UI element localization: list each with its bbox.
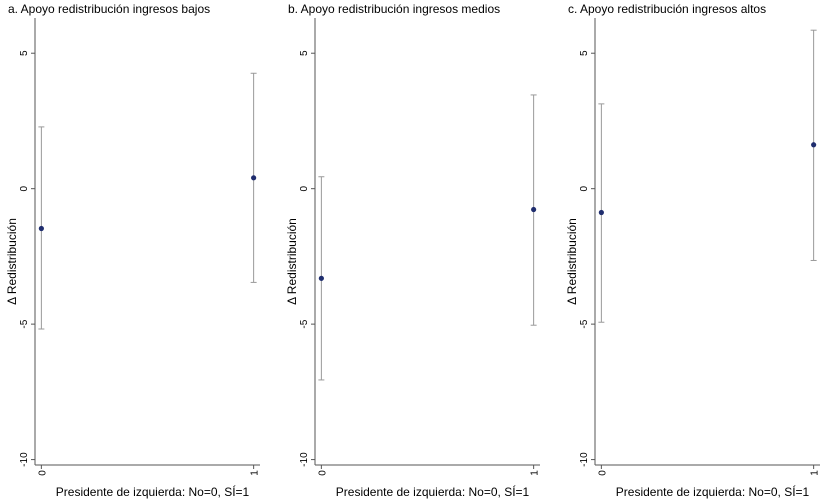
point: [38, 225, 44, 232]
y-tick-label: 5: [579, 50, 590, 56]
y-tick-label: 0: [19, 185, 30, 191]
point: [318, 275, 324, 281]
point: [598, 209, 604, 216]
x-tick-label: 1: [530, 470, 541, 476]
y-tick-label: -10: [19, 452, 30, 467]
y-tick-label: 0: [579, 185, 590, 191]
y-tick-label: -10: [579, 452, 590, 467]
point: [811, 142, 817, 148]
y-tick-label: 5: [19, 50, 30, 56]
x-axis-title: Presidente de izquierda: No=0, SÍ=1: [616, 484, 810, 499]
point: [251, 175, 257, 181]
x-tick-label: 0: [317, 470, 328, 476]
y-tick-label: 5: [299, 50, 310, 56]
y-axis-title: Δ Redistribución: [565, 218, 579, 305]
panel-title: b. Apoyo redistribución ingresos medios: [288, 2, 500, 16]
point: [531, 206, 537, 213]
x-axis-title: Presidente de izquierda: No=0, SÍ=1: [336, 484, 530, 499]
panel-title: c. Apoyo redistribución ingresos altos: [568, 2, 766, 16]
x-axis-title: Presidente de izquierda: No=0, SÍ=1: [56, 484, 250, 499]
y-tick-label: 0: [299, 185, 310, 191]
y-axis-title: Δ Redistribución: [5, 218, 19, 305]
y-axis-title: Δ Redistribución: [285, 218, 299, 305]
y-tick-label: -5: [299, 319, 310, 328]
panel-title: a. Apoyo redistribución ingresos bajos: [8, 2, 210, 16]
y-tick-label: -5: [579, 319, 590, 328]
y-tick-label: -5: [19, 319, 30, 328]
x-tick-label: 0: [37, 470, 48, 476]
x-tick-label: 1: [250, 470, 261, 476]
x-tick-label: 1: [810, 470, 821, 476]
x-tick-label: 0: [597, 470, 608, 476]
y-tick-label: -10: [299, 452, 310, 467]
